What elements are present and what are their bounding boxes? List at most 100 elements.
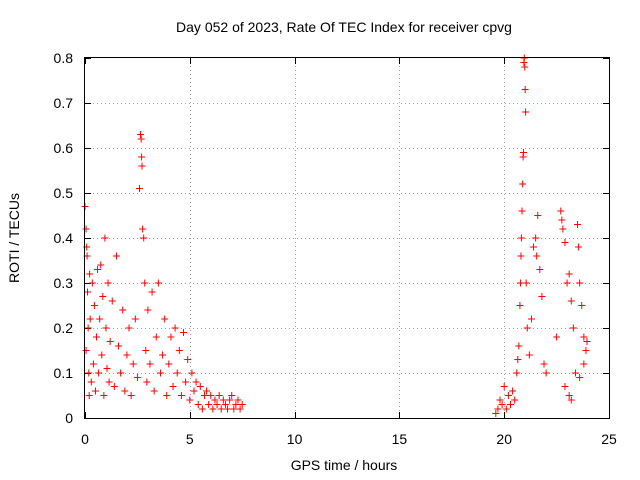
data-point [91, 387, 99, 395]
data-point [89, 360, 97, 368]
y-tick-label: 0.5 [54, 185, 74, 201]
x-axis-label: GPS time / hours [291, 457, 398, 473]
data-point [167, 333, 175, 341]
data-point [567, 297, 575, 305]
data-point [100, 392, 108, 399]
data-point [97, 261, 105, 269]
data-point [582, 347, 590, 354]
data-point [94, 266, 102, 273]
chart-title: Day 052 of 2023, Rate Of TEC Index for r… [176, 19, 512, 35]
data-point [104, 279, 112, 287]
data-point [232, 401, 240, 408]
data-point [190, 387, 198, 395]
data-point [173, 369, 181, 377]
data-point [82, 225, 90, 233]
data-point [565, 392, 573, 399]
data-point [192, 378, 200, 386]
data-point [215, 392, 223, 399]
data-point [527, 315, 535, 323]
data-point [103, 365, 111, 372]
y-tick-label: 0.3 [54, 275, 74, 291]
data-point [82, 347, 90, 354]
data-point [106, 338, 114, 345]
data-point [194, 401, 202, 408]
data-point [137, 135, 145, 143]
data-point [133, 374, 141, 381]
data-point [88, 279, 96, 287]
data-point [144, 306, 152, 314]
tick-layer [85, 58, 610, 419]
data-point [553, 333, 561, 341]
data-point [85, 392, 93, 399]
data-point [177, 392, 185, 399]
data-point [522, 279, 530, 287]
data-point [575, 243, 583, 251]
data-point [159, 351, 167, 359]
data-point [230, 405, 238, 413]
data-points [81, 54, 591, 417]
data-point [84, 324, 92, 332]
data-point [138, 153, 146, 161]
data-point [203, 387, 211, 395]
data-point [563, 279, 571, 287]
x-tick-label: 0 [81, 431, 89, 447]
data-point [123, 351, 131, 359]
data-point [576, 279, 584, 287]
data-point [494, 405, 502, 413]
x-tick-label: 15 [392, 431, 408, 447]
y-tick-label: 0.7 [54, 95, 74, 111]
data-point [209, 405, 217, 413]
data-point [513, 369, 521, 377]
data-point [205, 401, 213, 408]
data-point [498, 401, 506, 408]
data-point [238, 401, 246, 408]
data-point [102, 324, 110, 332]
data-point [538, 293, 546, 300]
data-point [196, 383, 204, 390]
data-point [234, 396, 242, 404]
data-point [84, 288, 92, 296]
data-point [224, 405, 232, 413]
data-point [219, 396, 227, 404]
data-point [139, 225, 147, 233]
data-point [516, 302, 524, 309]
data-point [514, 356, 522, 363]
y-tick-label: 0.8 [54, 50, 74, 66]
data-point [119, 306, 127, 314]
x-tick-label: 20 [496, 431, 512, 447]
data-point [533, 252, 541, 260]
data-point [226, 396, 234, 404]
plot-frame [84, 57, 610, 419]
data-point [580, 333, 588, 341]
data-point [557, 207, 565, 215]
data-point [117, 369, 125, 377]
y-tick-label: 0.1 [54, 365, 74, 381]
data-point [534, 212, 542, 219]
data-point [110, 383, 118, 390]
data-point [576, 374, 584, 381]
data-point [186, 396, 194, 404]
data-point [558, 216, 566, 224]
data-point [523, 324, 531, 332]
data-point [127, 392, 135, 399]
data-point [221, 401, 229, 408]
data-point [141, 279, 149, 287]
x-tick-label: 25 [601, 431, 617, 447]
data-point [171, 324, 179, 332]
y-tick-label: 0.6 [54, 140, 74, 156]
data-point [492, 410, 500, 417]
y-tick-label: 0 [65, 410, 73, 426]
data-point [163, 392, 171, 399]
data-point [518, 207, 526, 215]
data-point [85, 369, 93, 377]
data-point [146, 360, 154, 368]
data-point [532, 234, 540, 242]
data-point [521, 86, 529, 93]
data-point [129, 360, 137, 368]
data-point [165, 360, 173, 368]
data-point [540, 360, 548, 368]
data-point [87, 378, 95, 386]
data-point [101, 234, 109, 242]
data-point [511, 396, 519, 404]
y-tick-label: 0.2 [54, 320, 74, 336]
